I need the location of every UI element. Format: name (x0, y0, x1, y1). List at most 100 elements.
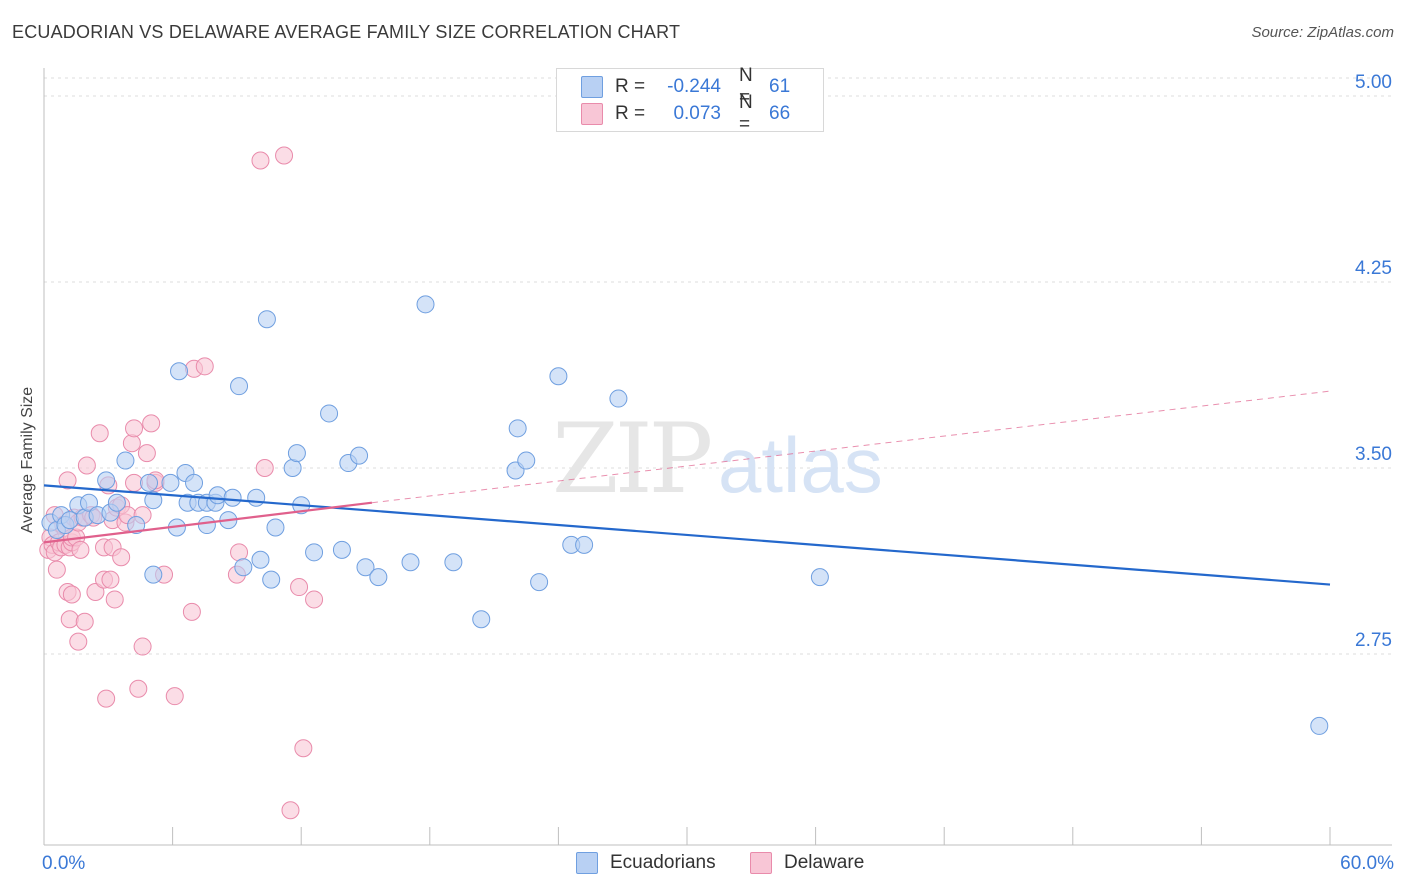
legend-swatch-blue (576, 852, 598, 874)
ecuadorian-point (80, 493, 99, 512)
x-tick-label: 60.0% (1340, 853, 1394, 874)
ecuadorian-point (161, 473, 180, 492)
legend-swatch-pink (581, 103, 603, 125)
delaware-trend-dashed (371, 390, 1331, 504)
legend-n-label: N = (739, 92, 753, 135)
ecuadorian-point (416, 295, 435, 314)
ecuadorian-point (116, 451, 135, 470)
trend-lines (43, 390, 1331, 586)
ecuadorian-point (609, 389, 628, 408)
y-tick-label: 4.25 (1355, 258, 1392, 279)
ecuadorian-point (549, 367, 568, 386)
delaware-point (305, 590, 324, 609)
delaware-point (71, 540, 90, 559)
ecuadorian-point (369, 568, 388, 587)
delaware-points (39, 146, 324, 820)
delaware-point (122, 434, 141, 453)
ecuadorian-point (810, 568, 829, 587)
x-tick-label: 0.0% (42, 853, 85, 874)
ecuadorian-point (144, 565, 163, 584)
ecuadorian-point (262, 570, 281, 589)
ecuadorian-point (185, 473, 204, 492)
delaware-point (58, 471, 77, 490)
delaware-trend-line (43, 501, 373, 544)
ecuadorian-point (257, 310, 276, 329)
delaware-point (105, 590, 124, 609)
delaware-point (165, 687, 184, 706)
legend-n-label: N = (739, 65, 753, 108)
ecuadorian-point (517, 451, 536, 470)
ecuadorian-point (287, 444, 306, 463)
ecuadorian-point (251, 550, 270, 569)
legend-item-ecuadorians[interactable]: Ecuadorians (576, 852, 716, 874)
delaware-point (281, 801, 300, 820)
delaware-point (137, 444, 156, 463)
ecuadorian-point (356, 558, 375, 577)
source-label: Source: ZipAtlas.com (1251, 24, 1394, 41)
delaware-point (47, 560, 66, 579)
ecuadorian-point (144, 491, 163, 510)
delaware-point (255, 459, 274, 477)
delaware-point (182, 602, 201, 621)
delaware-point (290, 578, 309, 597)
delaware-point (230, 543, 249, 562)
ecuadorian-point (320, 404, 339, 423)
axes (43, 68, 1392, 846)
correlation-legend: R = -0.244 N = 61 R = 0.073 N = 66 (556, 65, 824, 135)
ecuadorian-point (230, 377, 249, 396)
legend-n-value: 66 (769, 103, 791, 124)
delaware-point (77, 456, 96, 475)
chart-title: ECUADORIAN VS DELAWARE AVERAGE FAMILY SI… (12, 22, 681, 42)
ecuadorian-point (266, 518, 285, 537)
ecuadorian-point (472, 610, 491, 629)
ecuadorian-point (283, 459, 302, 477)
delaware-point (195, 357, 214, 376)
delaware-point (86, 583, 105, 601)
watermark-zip: ZIP (552, 403, 711, 515)
ecuadorian-point (97, 471, 116, 490)
ecuadorian-point (234, 558, 253, 577)
ecuadorian-point (508, 419, 527, 438)
delaware-point (133, 637, 152, 656)
ecuadorian-point (60, 511, 79, 530)
ecuadorian-point (107, 493, 126, 512)
legend-swatch-pink (750, 852, 772, 874)
ecuadorian-point (575, 535, 594, 554)
ecuadorian-point (208, 486, 227, 505)
ticks: 2.75 3.50 4.25 5.00 0.0% 60.0% (42, 72, 1394, 874)
ecuadorian-point (401, 553, 420, 572)
delaware-point (251, 151, 270, 170)
delaware-point (62, 585, 81, 604)
y-tick-label: 5.00 (1355, 72, 1392, 93)
ecuadorian-point (223, 488, 242, 507)
legend-item-delaware[interactable]: Delaware (750, 852, 864, 874)
delaware-point (275, 146, 294, 165)
ecuadorian-point (140, 473, 159, 492)
ecuadorian-point (350, 446, 369, 465)
y-tick-label: 3.50 (1355, 444, 1392, 465)
ecuadorian-point (1310, 716, 1329, 735)
ecuadorian-point (444, 553, 463, 572)
delaware-point (129, 679, 148, 698)
series-legend: Ecuadorians Delaware (0, 852, 1406, 878)
delaware-point (75, 612, 94, 631)
watermark: ZIP atlas (552, 403, 883, 515)
delaware-point (294, 739, 313, 758)
legend-swatch-blue (581, 76, 603, 98)
legend-n-value: 61 (769, 76, 791, 97)
legend-label-delaware: Delaware (784, 852, 865, 873)
ecuadorian-trend-line (43, 484, 1331, 586)
ecuadorian-point (127, 516, 146, 535)
watermark-atlas: atlas (718, 421, 883, 509)
legend-row-ecuadorians: R = -0.244 N = 61 (581, 65, 809, 108)
legend-label-ecuadorians: Ecuadorians (610, 852, 716, 873)
delaware-point (112, 548, 131, 567)
legend-r-value: 0.073 (673, 103, 721, 124)
legend-row-delaware: R = 0.073 N = 66 (581, 92, 809, 135)
ecuadorian-point (332, 540, 351, 559)
ecuadorian-point (247, 488, 266, 507)
legend-r-label: R = (615, 103, 646, 124)
delaware-point (125, 473, 144, 492)
legend-r-label: R = (615, 76, 646, 97)
